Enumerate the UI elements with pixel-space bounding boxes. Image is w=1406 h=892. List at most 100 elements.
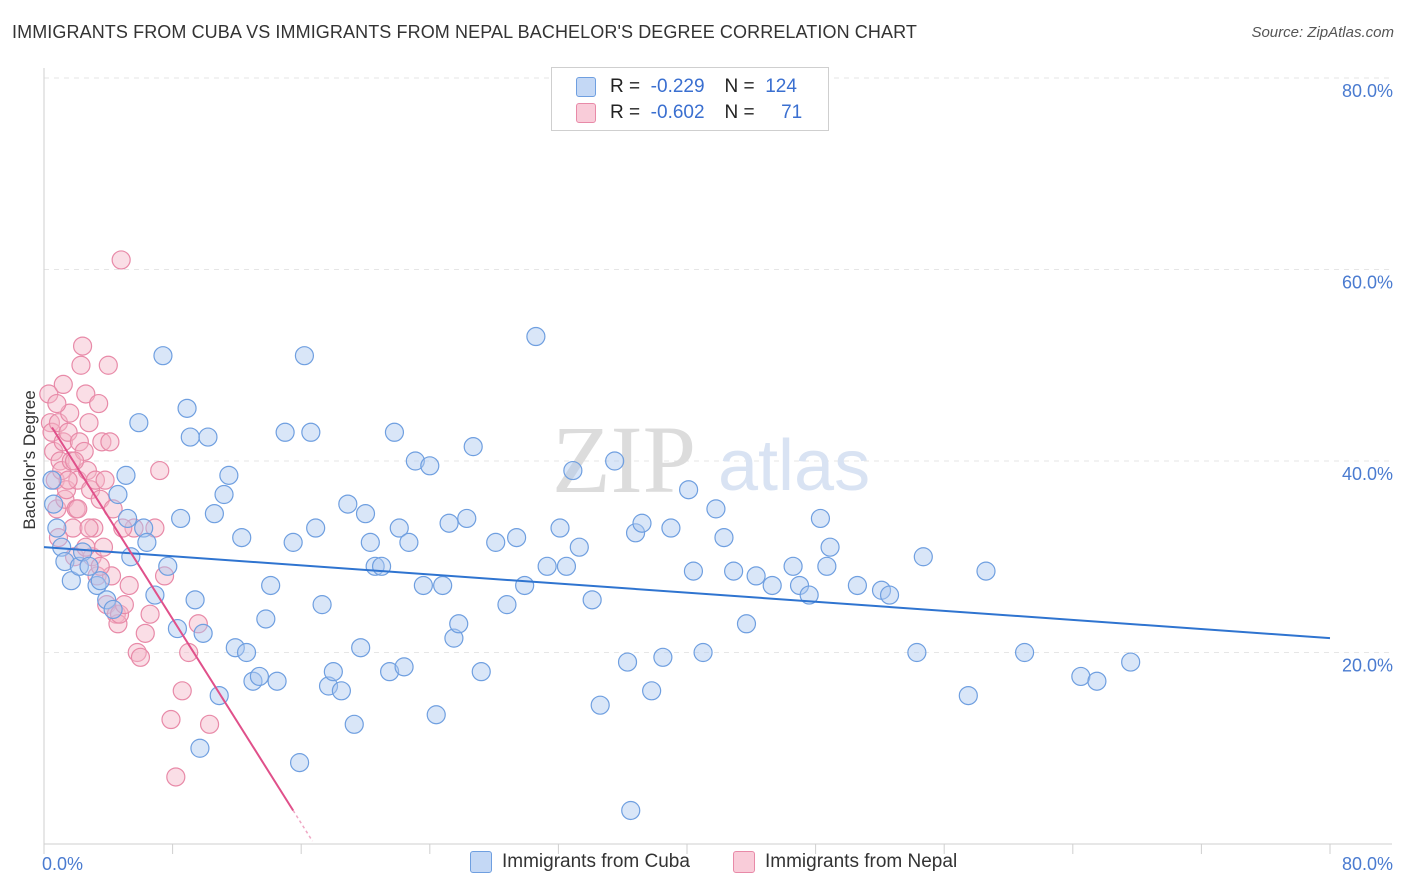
cuba-point <box>1071 666 1091 687</box>
nepal-trend-extension <box>292 810 314 842</box>
legend-item-nepal[interactable]: Immigrants from Nepal <box>733 851 957 873</box>
cuba-trend-line <box>43 546 1331 640</box>
cuba-point <box>497 595 517 615</box>
nepal-point <box>63 518 83 538</box>
cuba-point <box>486 532 506 552</box>
cuba-point <box>913 547 933 567</box>
x-tick-labels: 0.0% 80.0% <box>42 854 1393 874</box>
correlation-legend: R = -0.229 N = 124 R = -0.602 N = 71 <box>551 67 829 131</box>
x-tick-label: 80.0% <box>1342 854 1393 874</box>
cuba-point <box>289 753 310 773</box>
nepal-point <box>166 767 186 787</box>
n-value-cuba: 124 <box>765 76 797 97</box>
cuba-point <box>1014 642 1035 663</box>
nepal-point <box>47 393 67 414</box>
grid-lines <box>44 77 1392 653</box>
nepal-point <box>199 714 220 734</box>
nepal-point <box>50 451 70 471</box>
legend-label-cuba: Immigrants from Cuba <box>502 851 690 872</box>
cuba-point <box>318 676 339 696</box>
nepal-point <box>93 537 114 557</box>
nepal-point <box>72 336 93 356</box>
cuba-point <box>426 705 446 725</box>
cuba-point <box>976 561 996 581</box>
nepal-point <box>69 432 89 452</box>
cuba-point <box>193 623 213 643</box>
cuba-point <box>621 800 641 821</box>
cuba-point <box>879 585 900 605</box>
cuba-point <box>471 662 491 682</box>
cuba-point <box>444 628 464 648</box>
cuba-point <box>463 437 483 457</box>
cuba-point <box>617 652 638 672</box>
nepal-point <box>145 518 165 538</box>
cuba-point <box>129 413 149 433</box>
nepal-swatch <box>576 103 596 123</box>
cuba-point <box>693 642 713 663</box>
cuba-point <box>116 465 136 485</box>
cuba-point <box>204 504 224 524</box>
r-label: R = <box>610 76 641 97</box>
legend-item-cuba[interactable]: Immigrants from Cuba <box>470 851 690 873</box>
nepal-point <box>58 470 78 490</box>
nepal-point <box>90 556 110 576</box>
nepal-point <box>92 432 112 452</box>
cuba-point <box>590 695 610 715</box>
nepal-point <box>111 250 131 270</box>
legend-label-nepal: Immigrants from Nepal <box>765 851 958 872</box>
cuba-point <box>817 556 837 576</box>
source-credit: Source: ZipAtlas.com <box>1251 24 1394 41</box>
cuba-point <box>275 422 295 442</box>
nepal-point <box>60 403 80 423</box>
cuba-point <box>399 532 419 552</box>
cuba-point <box>847 575 867 596</box>
cuba-point <box>283 532 303 552</box>
cuba-point <box>214 484 234 505</box>
cuba-point <box>820 537 840 557</box>
cuba-point <box>433 575 453 596</box>
cuba-point <box>344 714 364 734</box>
cuba-point <box>294 346 315 366</box>
cuba-point <box>1121 652 1141 672</box>
cuba-point <box>507 527 527 548</box>
cuba-point <box>907 642 927 663</box>
cuba-point <box>625 523 646 543</box>
cuba-point <box>736 614 757 634</box>
cuba-point <box>351 638 371 658</box>
series-legend: Immigrants from Cuba Immigrants from Nep… <box>0 851 1406 879</box>
cuba-point <box>642 681 662 701</box>
cuba-point <box>420 456 440 476</box>
cuba-point <box>185 590 205 610</box>
cuba-point <box>97 590 117 610</box>
cuba-points <box>42 326 1141 821</box>
cuba-point <box>338 494 358 514</box>
cuba-point <box>134 518 154 538</box>
nepal-point <box>172 681 192 701</box>
cuba-point <box>249 666 270 687</box>
cuba-point <box>306 518 326 538</box>
cuba-point <box>90 571 110 591</box>
cuba-point <box>137 532 157 552</box>
cuba-point <box>380 662 400 682</box>
cuba-point <box>439 513 459 533</box>
nepal-point <box>53 374 73 394</box>
cuba-point <box>714 527 734 548</box>
cuba-point <box>171 508 191 529</box>
nepal-point <box>85 470 106 490</box>
cuba-point <box>44 494 64 514</box>
cuba-point <box>762 575 782 596</box>
cuba-point <box>79 556 99 576</box>
axes <box>43 68 1392 854</box>
cuba-point <box>355 504 376 524</box>
cuba-point <box>605 451 625 471</box>
cuba-point <box>371 556 392 576</box>
cuba-point <box>360 532 380 552</box>
cuba-point <box>190 738 210 758</box>
nepal-point <box>68 499 88 519</box>
legend-row-nepal: R = -0.602 N = 71 <box>576 100 802 126</box>
cuba-point <box>563 460 583 481</box>
chart-title: IMMIGRANTS FROM CUBA VS IMMIGRANTS FROM … <box>12 22 917 42</box>
r-value-nepal: -0.602 <box>650 102 705 123</box>
cuba-point <box>413 575 433 596</box>
cuba-point <box>153 346 173 366</box>
